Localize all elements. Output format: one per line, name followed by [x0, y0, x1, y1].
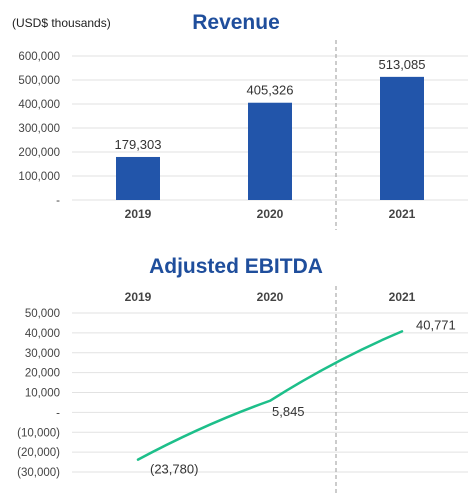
revenue-y-tick-label: 300,000 [18, 123, 60, 135]
revenue-x-tick-label: 2020 [257, 207, 284, 221]
revenue-x-tick-label: 2019 [125, 207, 152, 221]
ebitda-data-label: 5,845 [272, 404, 305, 419]
ebitda-x-tick-label: 2019 [125, 290, 152, 304]
revenue-y-tick-label: 400,000 [18, 99, 60, 111]
revenue-y-tick-label: 500,000 [18, 75, 60, 87]
revenue-x-axis: 2019 2020 2021 [125, 207, 416, 221]
revenue-chart-title: Revenue [192, 11, 280, 34]
revenue-data-label: 179,303 [115, 137, 162, 152]
ebitda-gridlines [72, 312, 468, 473]
ebitda-chart-title: Adjusted EBITDA [149, 255, 323, 278]
ebitda-y-axis: (30,000) (20,000) (10,000) - 10,000 20,000 30,… [17, 308, 60, 479]
revenue-bar-2020 [248, 102, 292, 200]
revenue-y-tick-label: 100,000 [18, 171, 60, 183]
ebitda-y-tick-label: (20,000) [17, 447, 60, 459]
revenue-y-tick-label: 600,000 [18, 51, 60, 63]
ebitda-data-label: (23,780) [150, 462, 198, 477]
revenue-x-tick-label: 2021 [389, 207, 416, 221]
ebitda-y-tick-label: (30,000) [17, 467, 60, 479]
ebitda-series-line [136, 330, 404, 461]
ebitda-y-tick-label: 50,000 [25, 308, 60, 320]
ebitda-y-tick-label: 20,000 [25, 368, 60, 380]
revenue-bars [116, 76, 424, 200]
revenue-y-tick-label: 200,000 [18, 147, 60, 159]
ebitda-y-tick-label: 30,000 [25, 348, 60, 360]
ebitda-data-label: 40,771 [416, 317, 456, 332]
revenue-chart: (USD$ thousands) Revenue - 100,000 200,000… [12, 11, 468, 230]
ebitda-x-tick-label: 2021 [389, 290, 416, 304]
ebitda-y-tick-label: 40,000 [25, 328, 60, 340]
ebitda-data-labels: (23,780) 5,845 40,771 [150, 317, 456, 476]
revenue-data-label: 405,326 [247, 83, 294, 98]
revenue-bar-2019 [116, 156, 160, 200]
ebitda-x-axis: 2019 2020 2021 [125, 290, 416, 304]
revenue-data-labels: 179,303 405,326 513,085 [115, 57, 426, 152]
revenue-y-axis: - 100,000 200,000 300,000 400,000 500,000 600,… [18, 51, 60, 207]
ebitda-chart: Adjusted EBITDA (30,000) (20,000) (10,000)… [17, 255, 468, 494]
revenue-data-label: 513,085 [379, 57, 426, 72]
ebitda-y-tick-label: (10,000) [17, 427, 60, 439]
revenue-unit-label: (USD$ thousands) [12, 16, 111, 30]
ebitda-x-tick-label: 2020 [257, 290, 284, 304]
ebitda-y-tick-label: - [56, 407, 60, 419]
revenue-bar-2021 [380, 76, 424, 200]
revenue-y-tick-label: - [56, 195, 60, 207]
ebitda-y-tick-label: 10,000 [25, 388, 60, 400]
